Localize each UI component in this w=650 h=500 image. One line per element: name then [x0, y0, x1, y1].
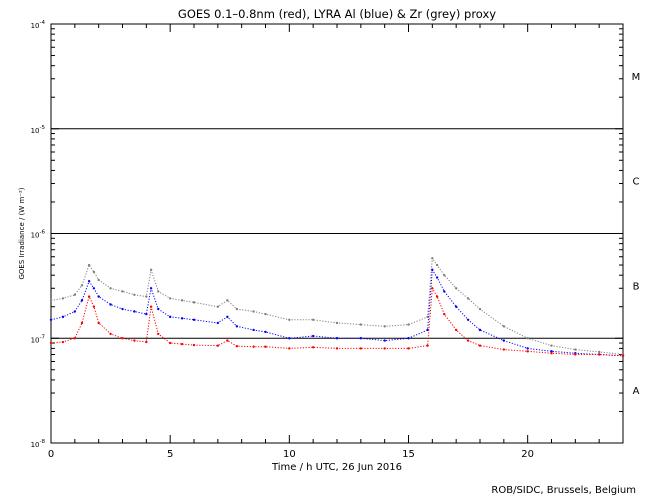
series-2-point-27: [426, 344, 429, 347]
y-tick-label--4: 10-4: [31, 20, 46, 30]
series-1-point-23: [335, 337, 339, 340]
x-tick-label-5: 5: [167, 449, 173, 460]
series-2-point-38: [597, 353, 601, 356]
y-tick-label--6: 10-6: [31, 230, 46, 240]
series-1-point-10: [145, 312, 148, 316]
class-label-a: A: [633, 386, 640, 397]
x-tick-label-15: 15: [402, 449, 415, 460]
series-2-point-22: [311, 346, 315, 349]
series-0-line: [50, 256, 624, 355]
y-axis-label: GOES Irradiance / (W m⁻²): [18, 187, 26, 279]
series-2-point-14: [180, 342, 184, 346]
x-axis-label: Time / h UTC, 26 Jun 2016: [271, 462, 402, 473]
series-2-point-26: [407, 347, 410, 350]
y-tick-label--8: 10-8: [31, 439, 46, 449]
series-2-point-33: [478, 344, 482, 347]
class-label-m: M: [632, 72, 641, 83]
y-tick-label--5: 10-5: [31, 125, 46, 135]
series-2-point-24: [359, 347, 363, 350]
series-0-point-14: [180, 299, 184, 302]
series-0-point-15: [192, 301, 196, 304]
x-tick-label-10: 10: [283, 449, 296, 460]
series-1-point-25: [383, 339, 386, 342]
series-2-point-20: [264, 345, 267, 348]
x-tick-label-0: 0: [48, 449, 54, 460]
x-tick-label-20: 20: [521, 449, 534, 460]
series-2-point-16: [216, 344, 220, 347]
class-label-b: B: [633, 281, 640, 292]
series-0-point-24: [359, 323, 363, 326]
series-2-point-37: [574, 353, 577, 356]
y-tick-label--7: 10-7: [31, 334, 46, 344]
chart-title: GOES 0.1–0.8nm (red), LYRA Al (blue) & Z…: [178, 7, 496, 21]
series-2-point-35: [526, 350, 529, 353]
series-1-point-14: [180, 317, 184, 320]
series-0-point-22: [311, 318, 315, 322]
series-1-point-22: [311, 334, 315, 338]
series-2-point-0: [49, 341, 53, 345]
series-2-point-36: [550, 351, 553, 355]
class-label-c: C: [633, 177, 640, 188]
series-1-line: [50, 268, 624, 357]
credit-text: ROB/SIDC, Brussels, Belgium: [491, 485, 636, 496]
series-1-point-20: [264, 330, 267, 334]
series-1-point-15: [192, 318, 196, 322]
